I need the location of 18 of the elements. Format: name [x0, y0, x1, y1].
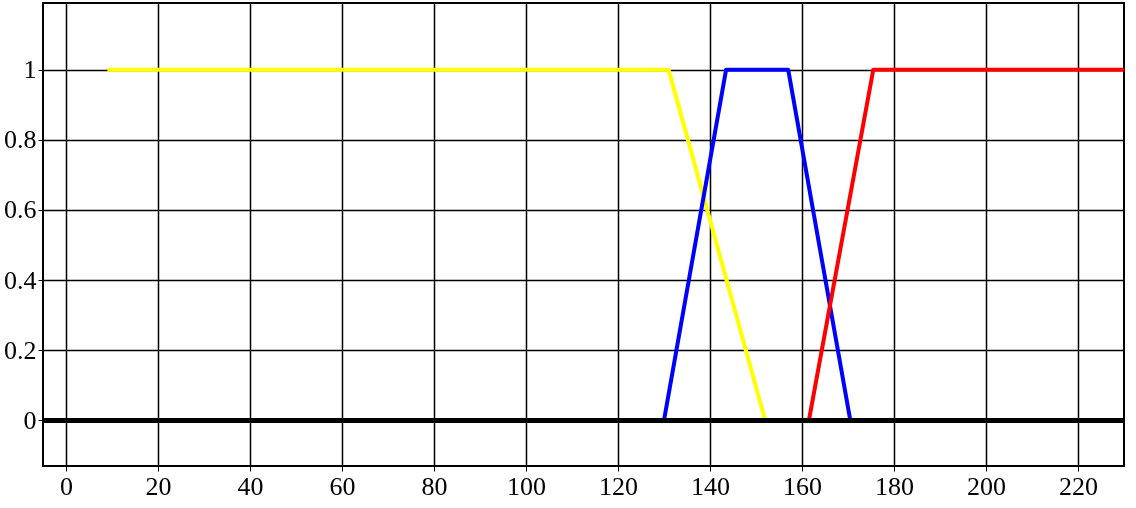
x-tick-label: 80: [421, 471, 448, 501]
x-tick-label: 220: [1059, 471, 1098, 501]
x-tick-label: 120: [599, 471, 638, 501]
x-tick-label: 40: [237, 471, 264, 501]
x-tick-label: 160: [783, 471, 822, 501]
y-tick-label: 0: [23, 405, 37, 435]
x-tick-label: 20: [145, 471, 172, 501]
x-tick-label: 60: [329, 471, 356, 501]
x-tick-label: 0: [60, 471, 73, 501]
y-tick-label: 0.8: [4, 125, 37, 155]
x-tick-label: 140: [691, 471, 730, 501]
y-tick-label: 0.6: [4, 195, 37, 225]
x-tick-label: 100: [507, 471, 546, 501]
x-tick-label: 200: [967, 471, 1006, 501]
y-tick-label: 0.4: [4, 265, 37, 295]
x-tick-label: 180: [875, 471, 914, 501]
y-tick-label: 0.2: [4, 335, 37, 365]
y-tick-label: 1: [23, 55, 37, 85]
